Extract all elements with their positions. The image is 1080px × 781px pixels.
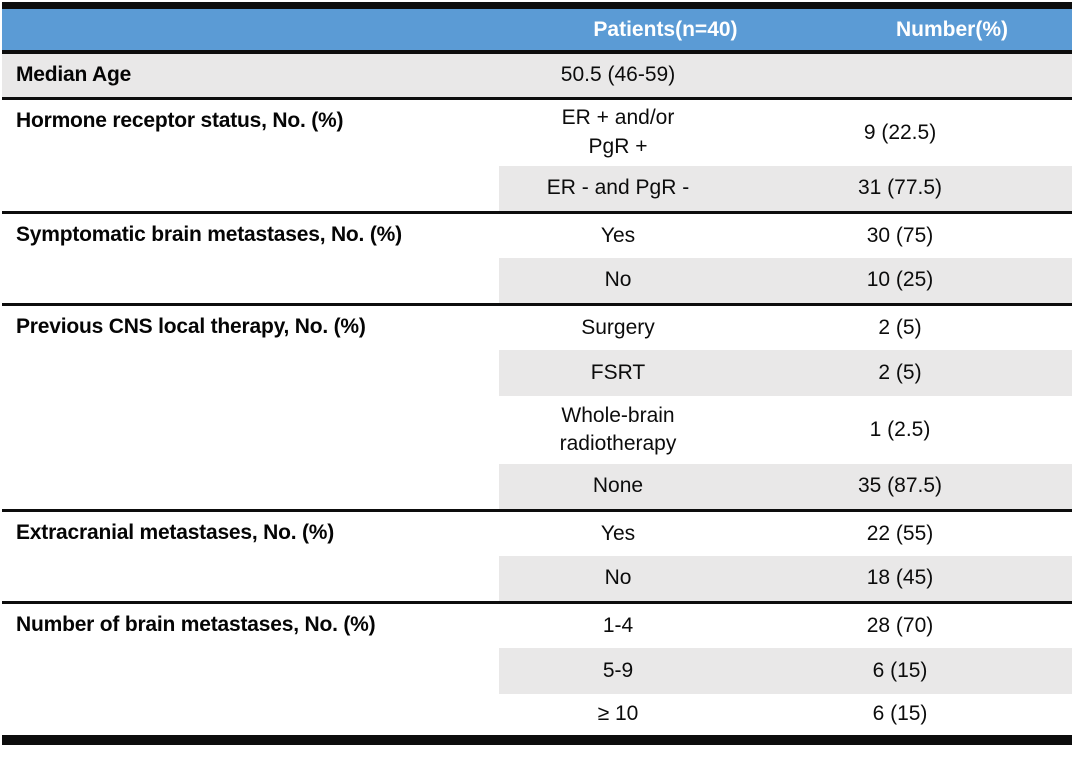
- number-cell: 18 (45): [832, 556, 1072, 602]
- patients-cell: Yes: [499, 210, 832, 258]
- table-row: No 18 (45): [2, 556, 1072, 602]
- number-cell: 1 (2.5): [869, 417, 931, 441]
- number-cell: 10 (25): [832, 258, 1072, 304]
- header-cell-blank: [2, 5, 499, 54]
- patients-cell: ≥ 10: [597, 702, 639, 726]
- table-row: FSRT 2 (5): [2, 350, 1072, 396]
- table-row: Previous CNS local therapy, No. (%) Surge…: [2, 302, 1072, 510]
- number-cell: 9 (22.5): [832, 96, 1072, 166]
- category-cell: Median Age: [2, 52, 499, 98]
- patients-cell: Surgery: [499, 302, 832, 350]
- category-cell: Symptomatic brain metastases, No. (%): [2, 210, 499, 304]
- number-cell: 6 (15): [832, 648, 1072, 694]
- table-row: Symptomatic brain metastases, No. (%) Yes…: [2, 210, 1072, 304]
- patients-cell: Whole-brain radiotherapy: [559, 403, 677, 455]
- table-row: 5-9 6 (15): [2, 648, 1072, 694]
- number-cell: 6 (15): [872, 702, 928, 726]
- table-row: Number of brain metastases, No. (%) 1-4 28…: [2, 600, 1072, 740]
- patients-cell: No: [499, 258, 832, 304]
- patients-cell: Yes: [499, 508, 832, 556]
- header-row: Patients(n=40) Number(%): [2, 5, 1072, 54]
- table-row: No 10 (25): [2, 258, 1072, 304]
- patient-characteristics-table: Patients(n=40) Number(%) Median Age 50.5 …: [2, 2, 1072, 745]
- number-cell: [832, 52, 1072, 98]
- patients-cell: No: [499, 556, 832, 602]
- number-cell: 2 (5): [832, 302, 1072, 350]
- table-row: ≥ 10 6 (15): [2, 694, 1072, 740]
- number-cell: 35 (87.5): [832, 464, 1072, 510]
- category-cell: Extracranial metastases, No. (%): [2, 508, 499, 602]
- table-body: Median Age 50.5 (46-59) Hormone receptor s…: [2, 52, 1072, 740]
- patients-cell: ER + and/or PgR +: [499, 96, 832, 166]
- table-row: Hormone receptor status, No. (%) ER + and…: [2, 96, 1072, 212]
- table-row: ER - and PgR -31 (77.5): [2, 166, 1072, 212]
- number-cell: 2 (5): [832, 350, 1072, 396]
- table-row: Median Age 50.5 (46-59): [2, 52, 1072, 98]
- page: Patients(n=40) Number(%) Median Age 50.5 …: [2, 2, 1072, 745]
- number-cell: 31 (77.5): [832, 166, 1072, 212]
- number-cell: 22 (55): [832, 508, 1072, 556]
- category-cell: Number of brain metastases, No. (%): [2, 600, 499, 740]
- patients-cell: 1-4: [499, 600, 832, 648]
- patients-cell: ER - and PgR -: [499, 166, 832, 212]
- table-row: Extracranial metastases, No. (%) Yes 22 (5…: [2, 508, 1072, 602]
- patients-cell: None: [499, 464, 832, 510]
- header-cell-patients: Patients(n=40): [499, 5, 832, 54]
- patients-cell: 50.5 (46-59): [499, 52, 832, 98]
- patients-cell: 5-9: [499, 648, 832, 694]
- header-cell-number: Number(%): [832, 5, 1072, 54]
- category-cell: Hormone receptor status, No. (%): [2, 96, 499, 212]
- category-cell: Previous CNS local therapy, No. (%): [2, 302, 499, 510]
- number-cell: 28 (70): [832, 600, 1072, 648]
- number-cell: 30 (75): [832, 210, 1072, 258]
- patients-cell: FSRT: [499, 350, 832, 396]
- table-row: None 35 (87.5): [2, 464, 1072, 510]
- table-row: Whole-brain radiotherapy 1 (2.5): [2, 396, 1072, 464]
